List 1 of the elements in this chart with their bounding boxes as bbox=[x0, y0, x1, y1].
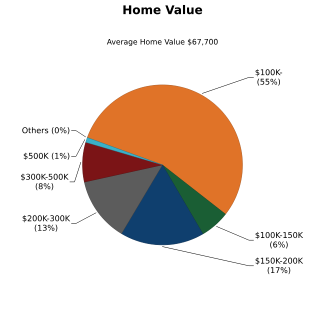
chart-title: Home Value bbox=[123, 4, 202, 14]
